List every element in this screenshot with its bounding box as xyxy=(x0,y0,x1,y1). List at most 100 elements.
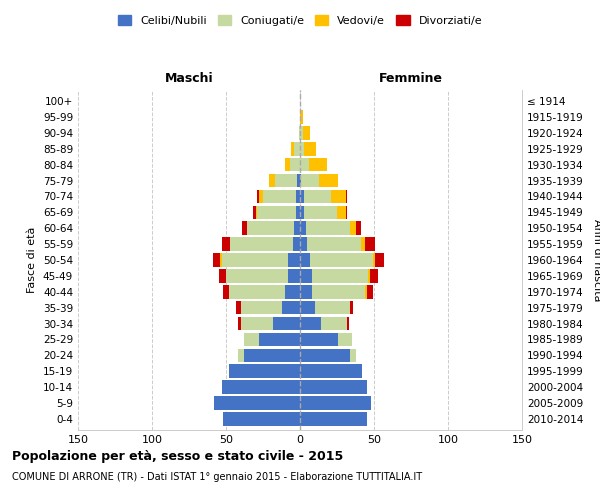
Bar xyxy=(300,269,312,282)
Bar xyxy=(300,412,367,426)
Bar xyxy=(259,190,263,203)
Bar xyxy=(312,285,365,298)
Bar xyxy=(229,285,285,298)
Y-axis label: Fasce di età: Fasce di età xyxy=(28,227,37,293)
Bar xyxy=(300,110,303,124)
Bar xyxy=(299,126,300,140)
Bar xyxy=(244,332,259,346)
Bar xyxy=(223,285,229,298)
Bar xyxy=(300,396,371,409)
Bar xyxy=(285,285,300,298)
Bar xyxy=(285,158,290,172)
Bar xyxy=(238,348,244,362)
Bar xyxy=(347,317,349,330)
Bar xyxy=(253,206,256,219)
Bar xyxy=(300,364,362,378)
Bar xyxy=(238,317,241,330)
Legend: Celibi/Nubili, Coniugati/e, Vedovi/e, Divorziati/e: Celibi/Nubili, Coniugati/e, Vedovi/e, Di… xyxy=(113,10,487,30)
Bar xyxy=(350,222,356,235)
Bar xyxy=(301,174,319,188)
Bar xyxy=(263,190,296,203)
Bar xyxy=(294,142,300,156)
Bar xyxy=(230,238,293,251)
Bar xyxy=(312,269,368,282)
Bar xyxy=(259,332,300,346)
Bar xyxy=(293,238,300,251)
Bar xyxy=(297,174,300,188)
Bar xyxy=(256,206,257,219)
Bar xyxy=(304,206,337,219)
Bar xyxy=(300,380,367,394)
Bar xyxy=(300,222,306,235)
Bar xyxy=(315,301,350,314)
Y-axis label: Anni di nascita: Anni di nascita xyxy=(592,219,600,301)
Bar xyxy=(257,206,296,219)
Bar xyxy=(220,253,221,267)
Bar xyxy=(242,222,247,235)
Bar xyxy=(300,301,315,314)
Bar xyxy=(288,253,300,267)
Bar xyxy=(282,301,300,314)
Bar xyxy=(321,317,347,330)
Bar xyxy=(300,317,321,330)
Bar xyxy=(356,222,361,235)
Bar xyxy=(214,396,300,409)
Bar xyxy=(300,238,307,251)
Bar xyxy=(304,190,331,203)
Bar xyxy=(309,158,326,172)
Bar xyxy=(300,332,338,346)
Bar xyxy=(291,142,294,156)
Bar xyxy=(290,158,300,172)
Bar xyxy=(300,253,310,267)
Bar xyxy=(221,380,300,394)
Text: Popolazione per età, sesso e stato civile - 2015: Popolazione per età, sesso e stato civil… xyxy=(12,450,343,463)
Bar xyxy=(300,158,309,172)
Bar xyxy=(221,238,230,251)
Bar xyxy=(376,253,385,267)
Bar xyxy=(296,206,300,219)
Bar xyxy=(244,348,300,362)
Bar xyxy=(350,301,353,314)
Bar xyxy=(269,174,275,188)
Bar xyxy=(350,348,356,362)
Bar xyxy=(300,285,312,298)
Bar xyxy=(370,269,379,282)
Bar xyxy=(223,412,300,426)
Bar xyxy=(296,190,300,203)
Bar xyxy=(257,190,259,203)
Bar xyxy=(367,285,373,298)
Bar xyxy=(300,174,301,188)
Bar xyxy=(337,206,346,219)
Bar xyxy=(300,206,304,219)
Bar xyxy=(221,253,288,267)
Bar xyxy=(300,190,304,203)
Text: COMUNE DI ARRONE (TR) - Dati ISTAT 1° gennaio 2015 - Elaborazione TUTTITALIA.IT: COMUNE DI ARRONE (TR) - Dati ISTAT 1° ge… xyxy=(12,472,422,482)
Bar xyxy=(241,301,282,314)
Bar xyxy=(229,364,300,378)
Bar xyxy=(275,174,297,188)
Bar xyxy=(247,222,294,235)
Bar xyxy=(306,222,350,235)
Bar xyxy=(300,126,303,140)
Bar xyxy=(361,238,365,251)
Bar xyxy=(303,126,310,140)
Bar xyxy=(218,269,226,282)
Bar xyxy=(304,142,316,156)
Bar xyxy=(373,253,376,267)
Bar xyxy=(368,269,370,282)
Text: Femmine: Femmine xyxy=(379,72,443,85)
Bar xyxy=(310,253,373,267)
Bar xyxy=(241,317,274,330)
Bar xyxy=(365,285,367,298)
Bar xyxy=(300,142,304,156)
Bar xyxy=(300,348,350,362)
Bar xyxy=(307,238,361,251)
Bar xyxy=(226,269,288,282)
Bar xyxy=(331,190,346,203)
Text: Maschi: Maschi xyxy=(164,72,214,85)
Bar xyxy=(236,301,241,314)
Bar xyxy=(294,222,300,235)
Bar xyxy=(274,317,300,330)
Bar xyxy=(346,206,347,219)
Bar xyxy=(212,253,220,267)
